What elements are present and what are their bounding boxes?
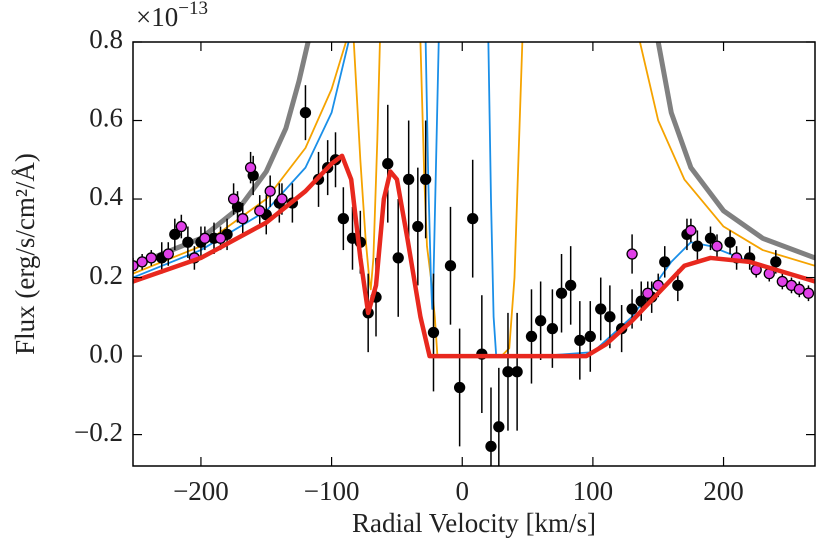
- data-point: [337, 213, 349, 225]
- data-point: [427, 326, 440, 339]
- x-axis-label: Radial Velocity [km/s]: [352, 508, 596, 538]
- data-point: [555, 287, 568, 299]
- x-tick-label: 100: [573, 476, 614, 506]
- plot-area: [133, 42, 815, 466]
- data-point: [182, 236, 194, 248]
- data-point: [595, 303, 607, 315]
- x-tick-label: 200: [703, 476, 744, 506]
- data-point: [635, 295, 647, 307]
- data-point: [711, 240, 723, 252]
- data-point: [659, 256, 671, 268]
- data-point: [382, 158, 394, 170]
- data-point: [244, 161, 257, 174]
- y-tick-label: 0.6: [89, 103, 123, 133]
- data-point: [403, 173, 415, 186]
- data-point: [299, 107, 312, 119]
- y-axis-label: Flux (erg/s/cm²/Å): [10, 153, 40, 355]
- data-point: [672, 279, 684, 292]
- offset-exponent: −13: [178, 0, 208, 19]
- data-point: [584, 330, 596, 343]
- offset-base: ×10: [136, 2, 178, 32]
- data-point: [642, 287, 654, 299]
- y-tick-label: 0.2: [89, 260, 123, 290]
- y-tick-label: 0.8: [89, 24, 123, 54]
- data-point: [770, 256, 782, 268]
- data-point: [704, 232, 717, 244]
- y-tick-label: −0.2: [74, 417, 123, 447]
- x-tick-label: 0: [455, 476, 469, 506]
- data-point: [162, 248, 174, 260]
- data-point: [626, 303, 638, 315]
- data-point: [802, 287, 815, 299]
- data-point: [691, 240, 704, 252]
- data-point: [453, 381, 466, 394]
- data-point: [169, 228, 181, 241]
- data-point: [604, 311, 616, 323]
- data-point: [392, 252, 404, 264]
- model-line: [133, 42, 815, 357]
- y-tick-label: 0.0: [89, 338, 123, 368]
- data-point: [626, 248, 638, 260]
- x-tick-label: −200: [173, 476, 229, 506]
- data-point: [276, 193, 288, 205]
- data-point: [525, 330, 538, 343]
- y-tick-label: 0.4: [89, 181, 123, 211]
- x-tick-label: −100: [304, 476, 360, 506]
- data-point: [227, 193, 240, 205]
- data-point: [467, 213, 479, 225]
- model-line: [133, 42, 815, 269]
- data-point: [237, 213, 249, 225]
- data-point: [793, 283, 805, 295]
- data-point: [254, 205, 266, 217]
- data-point: [546, 322, 559, 335]
- data-point: [175, 220, 187, 233]
- data-point: [145, 252, 157, 264]
- data-point: [685, 224, 697, 237]
- data-point: [776, 275, 788, 288]
- model-line: [133, 153, 815, 359]
- data-point: [724, 236, 736, 248]
- data-point: [534, 315, 547, 327]
- axes-frame: [132, 41, 816, 467]
- data-point: [511, 366, 523, 378]
- data-point: [412, 220, 424, 233]
- data-point: [493, 421, 505, 433]
- data-point: [264, 185, 276, 197]
- data-point: [136, 256, 148, 268]
- data-point: [199, 232, 211, 244]
- data-point: [214, 232, 227, 244]
- offset-text: ×10−13: [136, 0, 208, 32]
- data-point: [485, 440, 497, 453]
- data-point: [420, 173, 432, 186]
- data-point: [565, 279, 577, 292]
- data-point: [444, 260, 457, 272]
- data-point: [574, 334, 586, 347]
